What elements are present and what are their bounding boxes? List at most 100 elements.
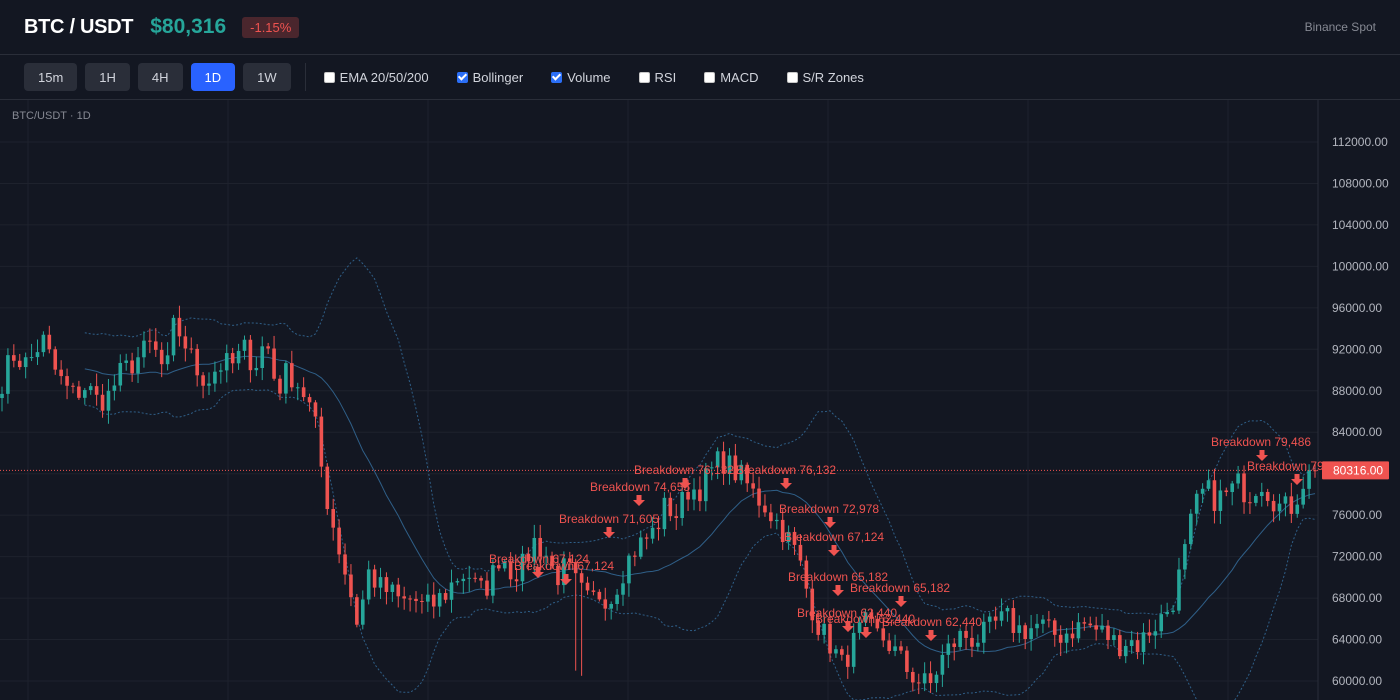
candle-body xyxy=(266,346,270,349)
candle xyxy=(810,580,815,634)
indicator-rsi-toggle[interactable]: RSI xyxy=(638,70,676,85)
indicator-bollinger-toggle[interactable]: Bollinger xyxy=(456,70,523,85)
candle xyxy=(112,374,117,401)
breakdown-label: Breakdown 67,124 xyxy=(489,552,589,566)
candle-body xyxy=(692,489,696,500)
candle-body xyxy=(408,598,412,600)
candle xyxy=(940,644,945,687)
breakdown-arrow xyxy=(1291,474,1303,485)
candle-body xyxy=(621,583,625,595)
candle xyxy=(1064,628,1069,654)
candle xyxy=(142,331,146,368)
candle-body xyxy=(952,643,957,647)
rsi-checkbox[interactable] xyxy=(638,71,650,83)
candle xyxy=(372,564,377,597)
timeframe-1d-button[interactable]: 1D xyxy=(190,63,236,91)
candle-body xyxy=(449,582,454,600)
candle-body xyxy=(1259,491,1264,497)
candle-body xyxy=(1011,608,1016,633)
candle xyxy=(390,581,395,602)
candle xyxy=(650,517,655,544)
candle xyxy=(905,646,909,680)
candle-body xyxy=(124,360,129,363)
candle-body xyxy=(644,537,649,539)
sr-zones-checkbox[interactable] xyxy=(786,71,798,83)
breakdown-label: Breakdown 74,655 xyxy=(590,480,690,494)
candle xyxy=(1052,618,1057,647)
ema-checkbox[interactable] xyxy=(323,71,335,83)
indicator-sr-zones-toggle[interactable]: S/R Zones xyxy=(786,70,864,85)
candle-body xyxy=(828,623,832,654)
breakdown-arrow xyxy=(532,567,544,578)
symbol-title: BTC / USDT xyxy=(24,15,134,38)
timeframe-1w-button[interactable]: 1W xyxy=(243,63,291,91)
candle-body xyxy=(142,340,146,358)
candle xyxy=(207,372,211,396)
candle-body xyxy=(1070,633,1075,639)
indicator-volume-toggle[interactable]: Volume xyxy=(551,70,611,85)
candle xyxy=(1023,622,1027,650)
candle xyxy=(65,368,69,400)
candle xyxy=(556,555,560,595)
candle xyxy=(106,378,111,424)
candle-body xyxy=(242,339,247,351)
candle-body xyxy=(633,555,637,557)
candle-body xyxy=(189,348,194,350)
candle-body xyxy=(1271,500,1276,512)
candle-body xyxy=(106,390,111,411)
candle-body xyxy=(337,527,341,555)
candle-body xyxy=(1041,619,1045,624)
candle-body xyxy=(94,386,99,395)
volume-checkbox[interactable] xyxy=(551,71,563,83)
breakdown-arrow xyxy=(633,495,645,506)
candle-body xyxy=(307,397,312,403)
price-axis-label: 76000.00 xyxy=(1332,508,1382,522)
candle xyxy=(508,552,513,587)
candle xyxy=(774,513,779,530)
candle xyxy=(201,372,205,399)
candle-body xyxy=(402,596,406,599)
candle-body xyxy=(1194,493,1199,514)
candle-body xyxy=(177,317,182,337)
timeframe-1h-button[interactable]: 1H xyxy=(85,63,130,91)
candle xyxy=(727,448,732,485)
macd-checkbox[interactable] xyxy=(704,71,716,83)
candle xyxy=(502,558,507,572)
candle-body xyxy=(431,594,436,607)
candle-body xyxy=(875,618,880,629)
candle-body xyxy=(704,468,708,502)
candle-body xyxy=(443,593,448,600)
candle-body xyxy=(473,577,477,579)
candle-body xyxy=(751,483,755,489)
candle-body xyxy=(845,654,850,667)
macd-label: MACD xyxy=(720,69,759,85)
timeframe-15m-button[interactable]: 15m xyxy=(24,63,78,91)
candle xyxy=(437,588,442,617)
candle-body xyxy=(1265,491,1270,501)
timeframe-4h-button[interactable]: 4H xyxy=(137,63,183,91)
price-axis-label: 104000.00 xyxy=(1332,218,1389,232)
candle-body xyxy=(165,355,170,365)
chart-area[interactable]: Breakdown 79,486 Breakdown 79,486 Breakdow… xyxy=(0,100,1400,700)
candle-body xyxy=(573,562,578,574)
candle-body xyxy=(922,673,927,684)
candle-body xyxy=(686,491,690,500)
indicator-macd-toggle[interactable]: MACD xyxy=(704,69,759,85)
toolbar-divider xyxy=(304,63,306,91)
candle-body xyxy=(1230,483,1234,493)
bollinger-checkbox[interactable] xyxy=(456,71,468,83)
candle xyxy=(845,645,850,679)
candle xyxy=(715,447,720,480)
candle xyxy=(290,350,294,392)
candle xyxy=(692,478,696,511)
candle-body xyxy=(993,616,998,621)
candle xyxy=(35,339,40,365)
candle-body xyxy=(1283,496,1288,504)
candle-body xyxy=(41,334,46,353)
candle xyxy=(1188,509,1193,550)
candle xyxy=(295,382,300,401)
indicator-ema-toggle[interactable]: EMA 20/50/200 xyxy=(323,70,429,85)
candle-body xyxy=(638,537,643,557)
candle xyxy=(431,582,436,619)
